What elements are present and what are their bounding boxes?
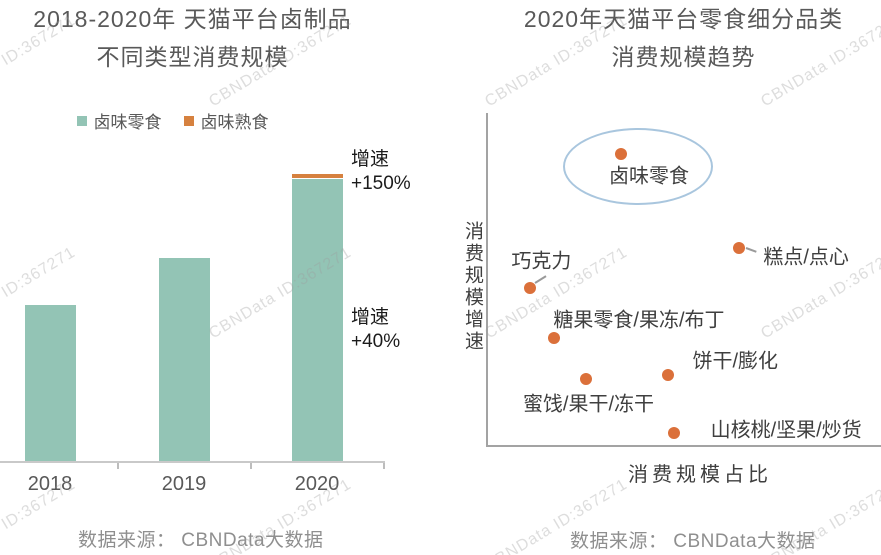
scatter-label-糖果零食/果冻/布丁: 糖果零食/果冻/布丁 — [553, 309, 725, 332]
legend-item-luwei-lingshi: 卤味零食 — [76, 108, 162, 133]
scatter-dot-糕点/点心 — [733, 241, 746, 254]
scatter-label-蜜饯/果干/冻干: 蜜饯/果干/冻干 — [522, 393, 655, 416]
scatter-label-巧克力: 巧克力 — [511, 250, 572, 273]
right-chart-title-line1: 2020年天猫平台零食细分品类 — [523, 6, 844, 32]
highlight-ellipse — [563, 128, 713, 205]
label-connector-gaodian — [745, 247, 757, 253]
x-axis-tick — [117, 463, 119, 469]
scatter-label-山核桃/坚果/炒货: 山核桃/坚果/炒货 — [710, 419, 862, 442]
right-chart-title: 2020年天猫平台零食细分品类 消费规模趋势 — [486, 0, 881, 76]
bar-卤味熟食-2020 — [291, 173, 343, 179]
scatter-label-糕点/点心: 糕点/点心 — [763, 246, 849, 269]
left-source-note: 数据来源： CBNData大数据 — [78, 530, 324, 551]
growth-annotation-bottom: 增速 +40% — [351, 307, 401, 352]
legend-label: 卤味熟食 — [200, 113, 269, 132]
x-axis-line — [0, 461, 385, 463]
left-chart-title: 2018-2020年 天猫平台卤制品 不同类型消费规模 — [0, 0, 385, 76]
bar-卤味零食-2018 — [24, 305, 76, 462]
scatter-dot-山核桃/坚果/炒货 — [668, 426, 681, 439]
left-chart-title-line1: 2018-2020年 天猫平台卤制品 — [33, 6, 352, 32]
legend-swatch-teal — [76, 115, 87, 126]
scatter-dot-糖果零食/果冻/布丁 — [547, 332, 560, 345]
x-axis-label-2020: 2020 — [294, 473, 340, 495]
x-axis-tick — [250, 463, 252, 469]
legend-swatch-orange — [183, 115, 194, 126]
label-connector-chocolate — [534, 275, 547, 284]
legend-label: 卤味零食 — [93, 113, 162, 132]
x-axis-label-2018: 2018 — [27, 473, 73, 495]
x-axis-title: 消费规模占比 — [628, 464, 772, 486]
x-axis-label-2019: 2019 — [161, 473, 207, 495]
right-source-note: 数据来源： CBNData大数据 — [570, 531, 816, 552]
legend: 卤味零食 卤味熟食 — [0, 108, 345, 133]
right-chart-title-line2: 消费规模趋势 — [611, 44, 756, 70]
x-axis-line — [486, 445, 881, 447]
y-axis-line — [486, 113, 488, 447]
bar-卤味零食-2019 — [158, 257, 210, 462]
scatter-dot-蜜饯/果干/冻干 — [579, 372, 592, 385]
scatter-dot-巧克力 — [524, 282, 537, 295]
bar-卤味零食-2020 — [291, 179, 343, 462]
x-axis-tick — [383, 463, 385, 469]
scatter-dot-饼干/膨化 — [662, 369, 675, 382]
left-chart-title-line2: 不同类型消费规模 — [96, 44, 289, 70]
y-axis-title: 消费规模增速 — [462, 221, 483, 353]
growth-annotation-top: 增速 +150% — [351, 149, 411, 194]
scatter-label-饼干/膨化: 饼干/膨化 — [692, 350, 779, 373]
legend-item-luwei-shushi: 卤味熟食 — [183, 108, 269, 133]
